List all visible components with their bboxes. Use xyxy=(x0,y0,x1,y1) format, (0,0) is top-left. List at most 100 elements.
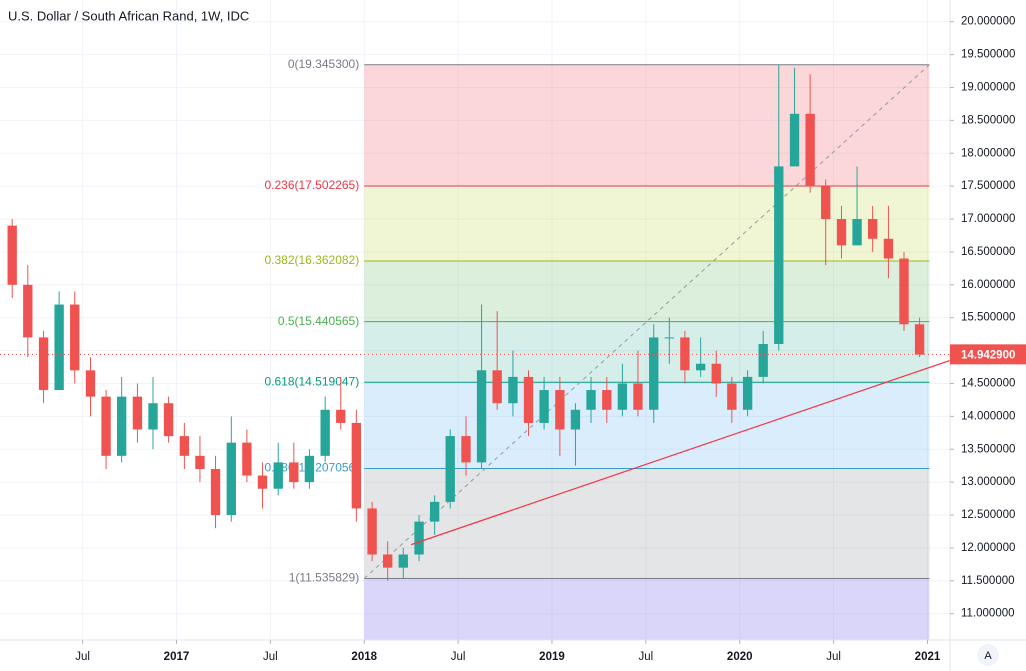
y-tick-label: 11.500000 xyxy=(961,575,1015,587)
candle-body xyxy=(320,409,330,456)
candle-body xyxy=(570,409,581,430)
fib-band xyxy=(364,260,930,322)
x-tick-label: 2018 xyxy=(351,651,377,663)
y-tick-label: 18.500000 xyxy=(961,114,1015,126)
candle-body xyxy=(508,376,518,404)
candle-body xyxy=(85,370,96,397)
auto-scale-bg xyxy=(977,644,999,666)
candle-body xyxy=(758,344,768,377)
plot-area: 0(19.345300) 0.236(17.502265) 0.382(16.362… xyxy=(0,0,950,640)
y-tick-label: 12.500000 xyxy=(961,509,1015,521)
x-tick-label: Jul xyxy=(638,651,653,663)
candle-body xyxy=(789,113,800,167)
candle-body xyxy=(617,383,628,410)
candle-body xyxy=(867,219,878,239)
candle-body xyxy=(429,501,440,522)
candle-body xyxy=(461,436,471,463)
candle-body xyxy=(633,383,643,410)
x-tick-label: Jul xyxy=(451,651,466,663)
candle-body xyxy=(116,396,127,456)
candle-body xyxy=(414,521,424,555)
candle-body xyxy=(23,284,33,338)
x-tick-label: 2021 xyxy=(915,651,941,663)
candle-body xyxy=(242,442,252,476)
auto-scale-label[interactable]: A xyxy=(984,650,992,662)
candle-body xyxy=(914,324,925,355)
candle-body xyxy=(852,219,862,246)
candle-body xyxy=(257,475,268,489)
candle-body xyxy=(101,396,111,456)
y-tick-label: 16.000000 xyxy=(961,279,1015,291)
candle-body xyxy=(195,455,205,469)
y-tick-label: 13.000000 xyxy=(961,476,1015,488)
candle-body xyxy=(210,468,221,516)
candle-body xyxy=(492,370,502,404)
y-tick-label: 17.000000 xyxy=(961,213,1015,225)
candle-body xyxy=(821,186,831,220)
candle-body xyxy=(351,422,362,509)
y-tick-label: 14.500000 xyxy=(961,378,1015,390)
candle-body xyxy=(336,409,346,423)
candle-body xyxy=(398,554,408,568)
fib-band xyxy=(364,64,930,186)
x-tick-label: 2019 xyxy=(539,651,565,663)
fib-band xyxy=(364,468,930,579)
y-tick-label: 13.500000 xyxy=(961,443,1015,455)
candle-body xyxy=(304,455,315,483)
x-tick-label: Jul xyxy=(263,651,278,663)
candle-body xyxy=(54,304,64,391)
y-tick-label: 16.500000 xyxy=(961,246,1015,258)
x-tick-label: 2020 xyxy=(727,651,753,663)
candle-body xyxy=(445,436,455,502)
x-tick-label: Jul xyxy=(826,651,841,663)
candle-body xyxy=(727,383,737,410)
candle-body xyxy=(602,390,612,410)
last-price-box xyxy=(950,344,1026,365)
candle-body xyxy=(774,166,784,345)
trend-line xyxy=(410,359,950,546)
candle-body xyxy=(7,225,17,285)
x-tick-label: 2017 xyxy=(164,651,190,663)
fib-level-label: 1(11.535829) xyxy=(289,571,360,585)
candle-body xyxy=(148,403,158,430)
fib-band xyxy=(364,185,930,261)
y-tick-label: 18.000000 xyxy=(961,147,1015,159)
candle-body xyxy=(163,403,174,437)
candle-body xyxy=(70,304,80,371)
candle-body xyxy=(555,390,565,430)
last-price-label: 14.942900 xyxy=(961,349,1015,361)
candle-body xyxy=(742,376,753,410)
fib-band xyxy=(364,321,930,383)
candle-body xyxy=(383,554,393,568)
y-tick-label: 17.500000 xyxy=(961,180,1015,192)
y-tick-label: 20.000000 xyxy=(961,16,1015,28)
y-tick-label: 14.000000 xyxy=(961,410,1015,422)
candle-body xyxy=(289,462,299,483)
candle-body xyxy=(132,396,143,430)
auto-scale-button[interactable]: A xyxy=(977,644,999,666)
fib-band xyxy=(364,578,930,640)
candle-body xyxy=(539,390,549,423)
candle-body xyxy=(367,508,377,555)
fib-level-label: 0(19.345300) xyxy=(288,57,359,71)
candle-body xyxy=(711,363,721,384)
candle-body xyxy=(664,337,674,339)
fib-level-label: 0.382(16.362082) xyxy=(264,253,359,267)
candle-body xyxy=(805,113,815,187)
y-tick-label: 11.000000 xyxy=(961,608,1015,620)
candle-body xyxy=(883,238,894,259)
y-tick-label: 19.500000 xyxy=(961,49,1015,61)
x-tick-label: Jul xyxy=(75,651,90,663)
candle-body xyxy=(476,370,487,463)
fib-level-label: 0.236(17.502265) xyxy=(264,178,359,192)
fib-level-label: 0.5(15.440565) xyxy=(278,314,359,328)
candle-body xyxy=(273,462,283,489)
candle-body xyxy=(523,376,534,423)
y-tick-label: 12.000000 xyxy=(961,542,1015,554)
y-tick-label: 15.500000 xyxy=(961,312,1015,324)
candle-body xyxy=(226,442,236,516)
y-tick-label: 19.000000 xyxy=(961,82,1015,94)
fib-level-label: 0.618(14.519047) xyxy=(264,374,359,388)
